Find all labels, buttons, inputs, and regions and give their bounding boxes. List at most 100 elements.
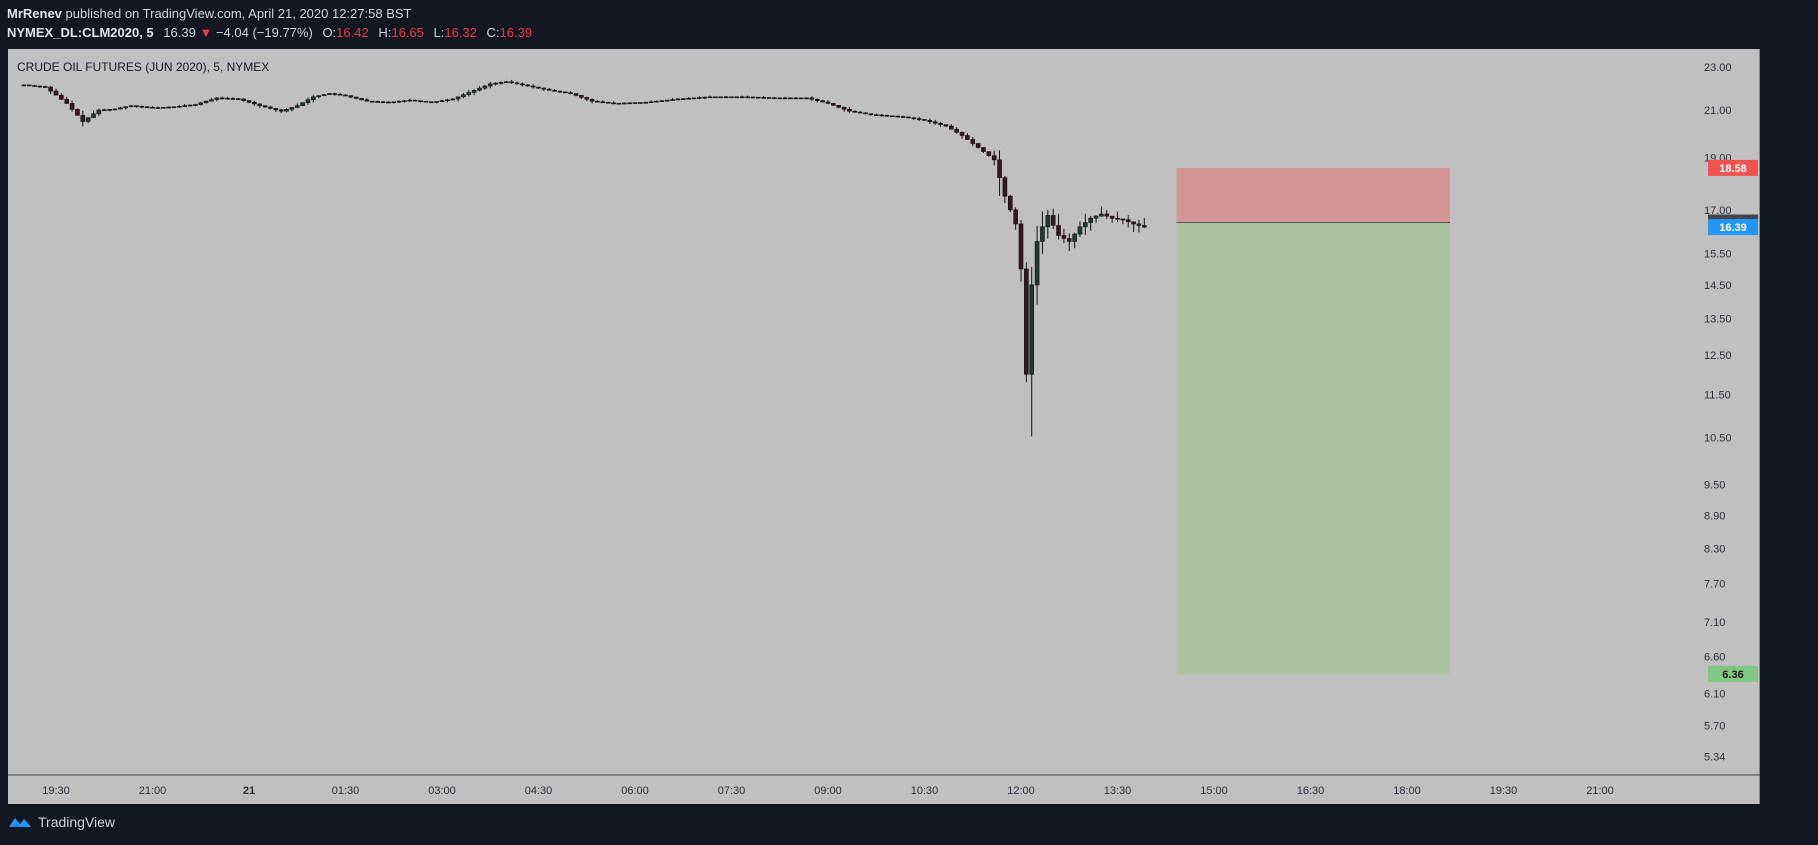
candle [445,98,450,103]
candle [268,105,273,110]
profit-target-zone[interactable] [1176,222,1450,674]
candle [616,102,622,105]
candle [691,97,697,100]
price-axis[interactable]: 23.0021.0019.0017.0015.5014.5013.5012.50… [1704,62,1764,763]
candle [895,115,900,118]
candle [311,94,316,103]
candle [943,124,949,127]
candle [198,101,204,106]
candle [745,95,750,99]
candle [1077,221,1083,238]
time-tick-label: 15:00 [1200,785,1228,797]
time-tick-label: 01:30 [332,785,360,797]
tradingview-logo-icon [9,818,31,827]
chart-frame[interactable]: CRUDE OIL FUTURES (JUN 2020), 5, NYMEX 2… [8,49,1764,804]
price-tick-label: 6.10 [1704,689,1725,701]
candle [761,95,766,99]
short-position-tool[interactable] [1176,167,1450,674]
time-tick-label: 21:00 [1586,785,1614,797]
candle [788,97,793,100]
candle [707,95,713,99]
candles [21,79,1147,437]
candle [718,96,724,99]
candle [879,114,884,117]
candle [504,81,509,84]
candle [975,143,981,149]
candle [48,86,53,95]
candle [1040,211,1045,254]
price-tick-label: 15.50 [1704,248,1732,260]
candle [316,95,321,99]
price-tick-label: 10.50 [1704,432,1732,444]
chart-title: CRUDE OIL FUTURES (JUN 2020), 5, NYMEX [17,60,269,74]
tradingview-brand[interactable]: TradingView [8,814,115,830]
candle [932,119,938,125]
target-price-badge: 6.36 [1708,665,1758,682]
candle [916,116,922,122]
candle [37,85,43,88]
candle [1142,218,1147,228]
time-tick-label: 19:30 [42,785,70,797]
candle [814,98,820,103]
candle [831,102,836,106]
candle [675,98,681,101]
high-label: H: [378,25,392,40]
open-label: O: [322,25,337,40]
candle [664,99,670,102]
candle [214,97,220,102]
candle [997,150,1002,196]
time-tick-label: 13:30 [1104,785,1132,797]
time-tick-label: 19:30 [1490,785,1518,797]
candle [605,101,611,104]
candle [520,82,525,87]
high-value: 16.65 [391,25,424,40]
candle [139,105,145,109]
candle [321,94,327,97]
candle [563,91,568,94]
candle [804,97,809,100]
candle [1083,213,1088,235]
candle [702,96,707,99]
svg-text:6.36: 6.36 [1722,669,1743,681]
candle [235,97,241,101]
candle [1061,228,1067,244]
candle [273,108,279,112]
candle [1013,207,1018,230]
candle [294,103,300,109]
candle [873,113,879,116]
candle [1034,225,1040,305]
candle [53,88,59,96]
candle [579,94,584,99]
candle [546,87,552,91]
candle [64,96,70,105]
stop-loss-zone[interactable] [1176,167,1450,223]
candle [471,89,477,95]
candle [1045,209,1051,239]
candle [552,89,557,92]
candle [739,95,745,99]
price-tick-label: 17.00 [1704,205,1732,217]
candle [857,111,863,114]
candle [1115,211,1120,222]
candle [300,102,305,107]
symbol-name[interactable]: NYMEX_DL:CLM2020, 5 [7,25,154,40]
candle [1072,232,1077,249]
candle [949,124,954,130]
candle [337,92,343,96]
candle [959,131,965,139]
candle [75,108,80,116]
plot-background[interactable] [8,49,1760,804]
candle [557,90,563,93]
candle [611,101,616,105]
candle [193,103,198,107]
candle [209,97,214,102]
candle [230,97,236,100]
candle [461,92,466,99]
candle [1029,266,1035,437]
time-axis[interactable]: 19:30 21:00 21 01:30 03:00 04:30 06:00 07:30 09:… [42,785,1614,797]
candle [1056,213,1061,240]
price-tick-label: 8.90 [1704,510,1725,522]
author-name[interactable]: MrRenev [7,6,62,21]
price-chart[interactable]: CRUDE OIL FUTURES (JUN 2020), 5, NYMEX 2… [8,49,1764,804]
price-tick-label: 7.10 [1704,617,1725,629]
